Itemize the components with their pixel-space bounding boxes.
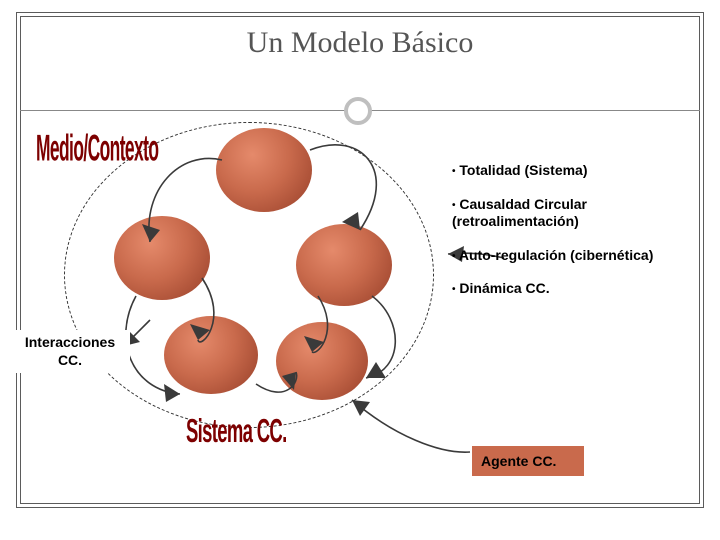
title-ring-icon (344, 97, 372, 125)
bullet-text: Auto-regulación (cibernética) (459, 247, 653, 263)
agent-node (114, 216, 210, 300)
label-interacciones: Interacciones CC. (10, 330, 130, 373)
label-sistema-cc: Sistema CC. (186, 412, 287, 450)
label-medio-contexto: Medio/Contexto (36, 128, 158, 171)
agent-node (276, 322, 368, 400)
agent-node (216, 128, 312, 212)
bullet-text: Causaldad Circular (retroalimentación) (452, 196, 587, 230)
label-agente: Agente CC. (472, 446, 584, 476)
bullet-list: • Totalidad (Sistema) • Causaldad Circul… (452, 162, 710, 314)
bullet-text: Totalidad (Sistema) (459, 162, 587, 178)
bullet-item: • Causaldad Circular (retroalimentación) (452, 196, 710, 231)
bullet-text: Dinámica CC. (459, 280, 549, 296)
agent-node (296, 224, 392, 306)
bullet-item: • Dinámica CC. (452, 280, 710, 298)
bullet-item: • Auto-regulación (cibernética) (452, 247, 710, 265)
page-title: Un Modelo Básico (0, 26, 720, 60)
agent-node (164, 316, 258, 394)
bullet-item: • Totalidad (Sistema) (452, 162, 710, 180)
